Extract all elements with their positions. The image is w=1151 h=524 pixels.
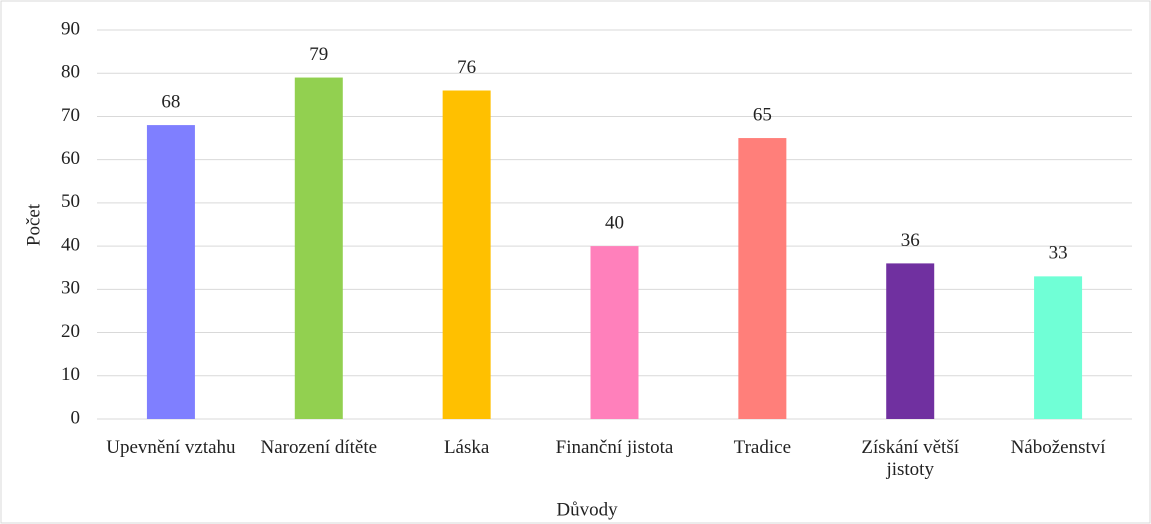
data-label: 65 xyxy=(753,104,772,125)
data-label: 36 xyxy=(901,230,920,251)
bar xyxy=(590,246,639,419)
x-tick-label: Získání větší jistoty xyxy=(861,437,960,480)
y-tick-label: 70 xyxy=(61,105,80,126)
bar xyxy=(1034,276,1083,419)
data-label: 68 xyxy=(161,91,180,112)
data-label: 40 xyxy=(605,212,624,233)
y-tick-label: 10 xyxy=(61,364,80,385)
bar xyxy=(886,263,935,419)
bar xyxy=(442,90,491,419)
y-axis-title: Počet xyxy=(23,203,44,246)
y-tick-label: 80 xyxy=(61,62,80,83)
x-tick-label: Tradice xyxy=(733,437,792,458)
y-tick-label: 50 xyxy=(61,191,80,212)
x-axis-title: Důvody xyxy=(556,499,618,520)
x-tick-label: Náboženství xyxy=(1010,437,1106,458)
y-tick-label: 40 xyxy=(61,234,80,255)
y-tick-label: 0 xyxy=(71,407,81,428)
data-label: 79 xyxy=(309,44,328,65)
x-tick-label: Finanční jistota xyxy=(555,437,674,458)
y-tick-label: 60 xyxy=(61,148,80,169)
data-label: 76 xyxy=(457,57,476,78)
x-tick-label: Láska xyxy=(443,437,490,458)
y-tick-label: 90 xyxy=(61,18,80,39)
data-label: 33 xyxy=(1049,243,1068,264)
y-tick-label: 20 xyxy=(61,321,80,342)
bar xyxy=(738,138,787,420)
x-tick-label: Upevnění vztahu xyxy=(106,437,236,458)
y-tick-label: 30 xyxy=(61,278,80,299)
bar xyxy=(146,125,195,419)
bar xyxy=(294,77,343,420)
x-tick-label: Narození dítěte xyxy=(260,437,378,458)
